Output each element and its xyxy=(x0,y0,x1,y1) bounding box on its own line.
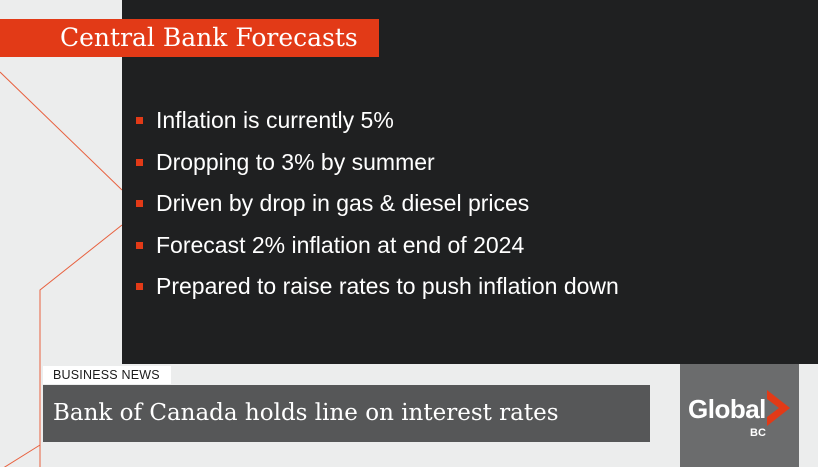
network-logo: Global BC xyxy=(680,364,799,467)
slide-title: Central Bank Forecasts xyxy=(0,19,379,57)
chevron-right-icon xyxy=(767,390,790,426)
category-tag: BUSINESS NEWS xyxy=(43,366,171,384)
headline-banner: Bank of Canada holds line on interest ra… xyxy=(43,385,650,442)
bullet-text: Inflation is currently 5% xyxy=(156,107,394,134)
bullet-square-icon xyxy=(136,241,143,249)
logo-region: BC xyxy=(750,427,766,439)
bullet-item: Driven by drop in gas & diesel prices xyxy=(136,183,619,225)
bullet-item: Dropping to 3% by summer xyxy=(136,142,619,184)
bullet-text: Prepared to raise rates to push inflatio… xyxy=(156,273,619,300)
bullet-square-icon xyxy=(136,158,143,166)
bullet-item: Forecast 2% inflation at end of 2024 xyxy=(136,225,619,267)
bullet-list: Inflation is currently 5% Dropping to 3%… xyxy=(136,100,619,308)
bullet-square-icon xyxy=(136,283,143,291)
bullet-text: Dropping to 3% by summer xyxy=(156,148,435,175)
content-panel xyxy=(122,0,818,364)
bullet-square-icon xyxy=(136,117,143,125)
bullet-square-icon xyxy=(136,200,143,208)
bullet-item: Inflation is currently 5% xyxy=(136,100,619,142)
bullet-item: Prepared to raise rates to push inflatio… xyxy=(136,266,619,308)
logo-wordmark: Global xyxy=(688,394,766,424)
bullet-text: Driven by drop in gas & diesel prices xyxy=(156,190,530,217)
bullet-text: Forecast 2% inflation at end of 2024 xyxy=(156,231,525,258)
